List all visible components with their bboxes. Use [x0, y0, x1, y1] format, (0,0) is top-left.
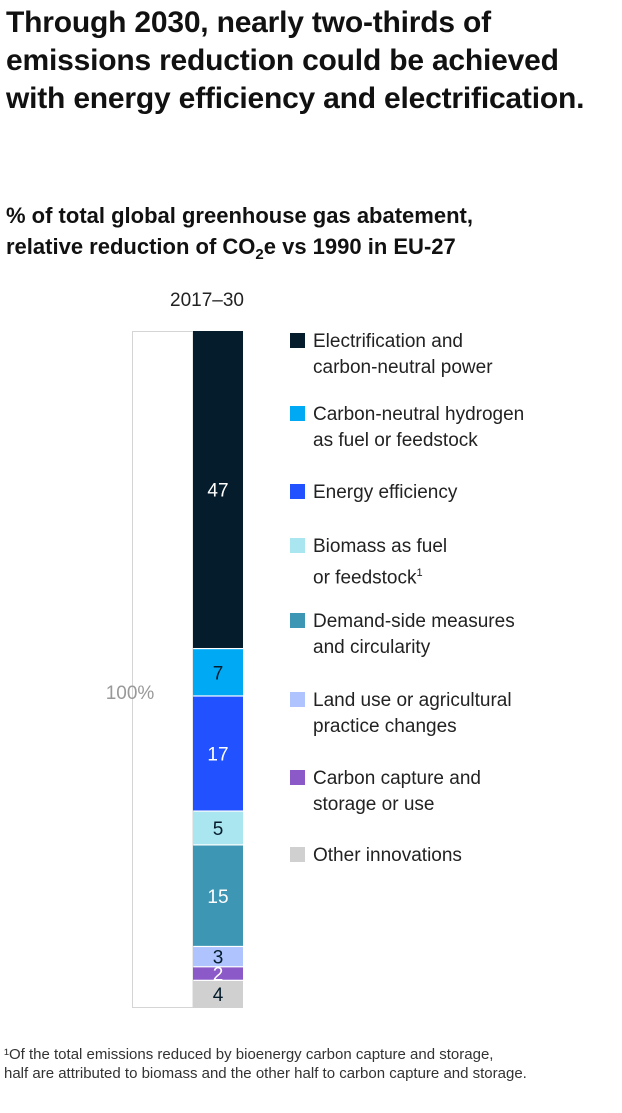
legend-swatch-6	[290, 770, 305, 785]
chart-title: Through 2030, nearly two-thirds of emiss…	[6, 6, 585, 115]
subtitle-line-2-end: e vs 1990 in EU-27	[263, 234, 456, 259]
bar-segment-7	[193, 980, 243, 1008]
legend-swatch-1	[290, 406, 305, 421]
bar-value-label-1: 7	[213, 663, 224, 684]
bar-value-label-2: 17	[207, 745, 228, 766]
footnote: ¹Of the total emissions reduced by bioen…	[4, 1046, 527, 1082]
legend-label-1: Carbon-neutral hydrogen as fuel or feeds…	[313, 404, 525, 451]
bar-segment-4	[193, 845, 243, 946]
legend-label-4: Demand-side measures and circularity	[313, 611, 515, 658]
bar-value-label-5: 3	[213, 948, 224, 969]
legend-footnote-marker: 1	[416, 567, 423, 579]
bar-segment-6	[193, 967, 243, 980]
chart-subtitle: % of total global greenhouse gas abateme…	[6, 200, 616, 262]
legend-label-0: Electrification and carbon-neutral power	[313, 331, 493, 378]
x-category-label: 2017–30	[170, 290, 244, 311]
bar-segment-3	[193, 811, 243, 845]
bar-segment-5	[193, 947, 243, 967]
bar-segment-2	[193, 696, 243, 811]
subtitle-line-2-start: relative reduction of CO	[6, 234, 256, 259]
legend-swatch-2	[290, 484, 305, 499]
legend-swatch-3	[290, 538, 305, 553]
subtitle-line-1: % of total global greenhouse gas abateme…	[6, 203, 473, 228]
bar-value-label-3: 5	[213, 819, 224, 840]
legend-swatch-5	[290, 692, 305, 707]
bar-segment-1	[193, 649, 243, 696]
bar-value-label-0: 47	[207, 481, 228, 502]
legend-label-2: Energy efficiency	[313, 482, 458, 503]
legend-label-6: Carbon capture and storage or use	[313, 768, 481, 815]
bar-value-label-7: 4	[213, 985, 224, 1006]
legend-swatch-7	[290, 847, 305, 862]
legend-swatch-0	[290, 333, 305, 348]
legend-label-3: Biomass as fuel or feedstock1	[313, 536, 448, 589]
legend-swatch-4	[290, 613, 305, 628]
total-bracket	[132, 331, 194, 1008]
bar-value-label-6: 2	[213, 965, 224, 986]
legend-label-5: Land use or agricultural practice change…	[313, 690, 512, 737]
bar-segment-0	[193, 331, 243, 648]
subtitle-subscript: 2	[255, 246, 264, 263]
bar-value-label-4: 15	[207, 887, 228, 908]
legend-label-7: Other innovations	[313, 845, 462, 866]
total-label: 100%	[106, 683, 155, 704]
